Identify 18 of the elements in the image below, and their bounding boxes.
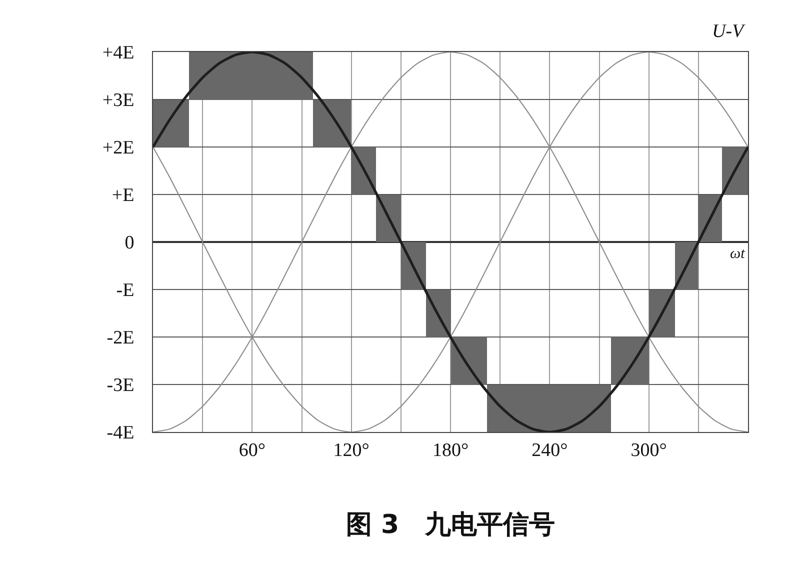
y-tick-label: +E [112,185,134,206]
y-tick-label: +3E [102,90,134,112]
y-tick-label: -2E [106,328,134,349]
x-tick-label: 120° [333,440,370,461]
x-axis-title: ωt [730,246,746,262]
x-tick-label: 60° [238,440,266,461]
y-tick-label: +4E [102,42,134,64]
y-tick-label: 0 [124,232,134,254]
line-series [153,52,748,432]
y-tick-label: +2E [102,138,134,159]
y-axis-title: U-V [712,21,746,42]
x-tick-label: 240° [532,440,568,461]
y-tick-label: -3E [106,375,134,396]
x-tick-label: 180° [432,440,469,461]
y-tick-label: -4E [106,422,134,444]
y-tick-label: -E [116,280,134,302]
x-tick-label: 300° [630,440,667,461]
text: 图 3 九电平信号 [346,510,556,540]
